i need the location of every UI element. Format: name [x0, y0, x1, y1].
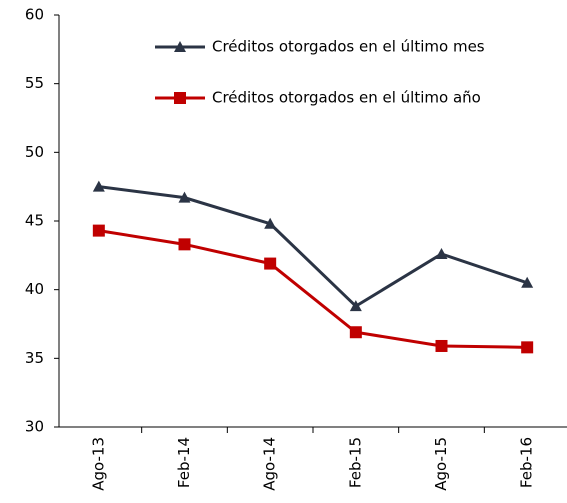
x-tick-label: Feb-14 — [175, 437, 193, 488]
point — [435, 247, 448, 259]
point — [92, 224, 105, 237]
point — [92, 180, 105, 192]
legend-label: Créditos otorgados en el último mes — [212, 38, 485, 56]
y-tick-label: 40 — [25, 280, 44, 298]
x-tick-label: Ago-15 — [432, 437, 450, 491]
y-tick-label: 50 — [25, 143, 44, 161]
y-tick-label: 60 — [25, 6, 44, 24]
x-tick-label: Feb-16 — [518, 437, 536, 488]
x-tick-label: Ago-14 — [261, 437, 279, 491]
y-tick-label: 45 — [25, 212, 44, 230]
point — [264, 257, 277, 270]
point — [349, 326, 362, 339]
legend-label: Créditos otorgados en el último año — [212, 89, 481, 107]
y-tick-label: 30 — [25, 418, 44, 436]
point — [178, 238, 191, 251]
series-line — [98, 229, 528, 349]
y-tick-label: 35 — [25, 349, 44, 367]
point — [521, 276, 534, 288]
point — [264, 217, 277, 229]
x-tick-label: Feb-15 — [346, 437, 364, 488]
point — [521, 341, 534, 354]
series-line — [98, 185, 528, 309]
point — [178, 191, 191, 203]
legend-marker — [174, 41, 186, 52]
point — [435, 339, 448, 352]
legend-marker — [174, 92, 186, 104]
point — [349, 300, 362, 312]
y-tick-label: 55 — [25, 74, 44, 92]
x-tick-label: Ago-13 — [89, 437, 107, 491]
